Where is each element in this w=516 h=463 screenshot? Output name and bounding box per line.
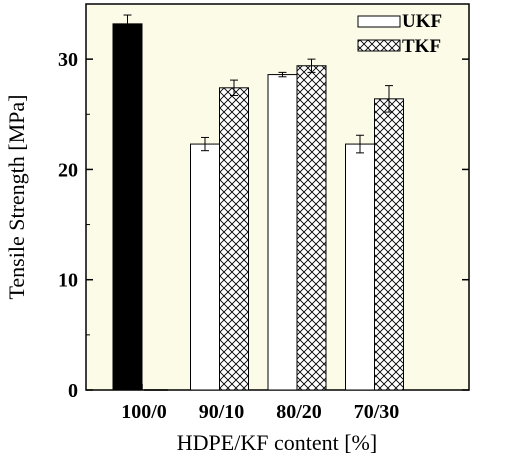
y-tick-label: 10 (58, 270, 78, 292)
y-tick-label: 30 (58, 49, 78, 71)
y-axis-title: Tensile Strength [MPa] (4, 95, 29, 300)
legend: UKF TKF (357, 11, 442, 57)
y-tick-label: 0 (68, 380, 78, 402)
x-axis-title: HDPE/KF content [%] (177, 430, 377, 455)
bar-ukf (267, 74, 298, 391)
x-tick-label: 90/10 (199, 401, 245, 423)
bar-tkf (219, 87, 249, 391)
bar-tkf (374, 98, 404, 391)
legend-label-ukf: UKF (402, 11, 442, 32)
bar-ukf (345, 143, 375, 391)
x-tick-label: 80/20 (276, 401, 322, 423)
legend-swatch-ukf (357, 15, 401, 28)
bar-ukf (190, 143, 220, 391)
bar-tkf (296, 65, 327, 391)
x-tick-label: 70/30 (354, 401, 400, 423)
x-tick-label: 100/0 (121, 401, 167, 423)
y-tick-label: 20 (58, 159, 78, 181)
legend-swatch-tkf (357, 39, 401, 52)
legend-label-tkf: TKF (402, 36, 441, 57)
bar-pure-hdpe (112, 23, 143, 391)
